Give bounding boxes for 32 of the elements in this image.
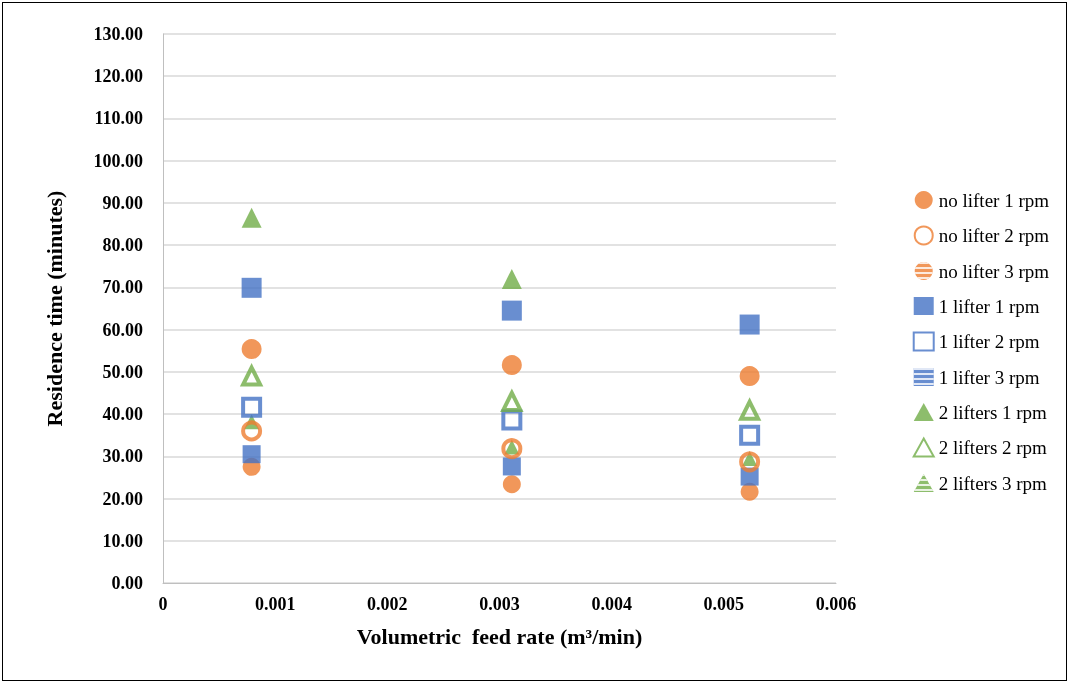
y-tick-label: 90.00 <box>102 192 143 213</box>
x-tick-label: 0.002 <box>367 594 408 614</box>
y-tick-label: 70.00 <box>102 277 143 298</box>
y-tick-label: 50.00 <box>102 361 143 382</box>
x-tick-label: 0.001 <box>254 594 296 614</box>
x-tick-label: 0 <box>158 594 168 614</box>
y-tick-label: 130.00 <box>93 24 143 44</box>
legend-label: no lifter 1 rpm <box>938 189 1050 211</box>
y-tick-label: 60.00 <box>102 319 143 340</box>
legend-label: 2 lifters 2 rpm <box>938 437 1048 458</box>
legend-label: no lifter 3 rpm <box>938 260 1050 282</box>
legend-label: 2 lifters 1 rpm <box>938 401 1048 423</box>
x-tick-label: 0.005 <box>703 594 745 614</box>
x-tick-label: 0.004 <box>591 594 632 614</box>
y-tick-label: 100.00 <box>93 150 143 171</box>
y-tick-label: 120.00 <box>93 66 143 87</box>
x-axis-title: Volumetric feed rate (m³/min) <box>356 623 643 649</box>
y-tick-label: 110.00 <box>94 108 143 129</box>
x-tick-label: 0.003 <box>479 594 520 614</box>
y-tick-label: 20.00 <box>102 488 143 509</box>
y-tick-label: 10.00 <box>102 530 143 551</box>
y-tick-label: 80.00 <box>102 235 143 256</box>
legend-label: 1 lifter 1 rpm <box>938 295 1040 317</box>
legend-label: 1 lifter 2 rpm <box>938 331 1040 352</box>
y-tick-label: 30.00 <box>102 446 143 467</box>
legend-label: no lifter 2 rpm <box>938 225 1050 246</box>
x-tick-label: 0.006 <box>815 594 857 614</box>
legend-label: 1 lifter 3 rpm <box>938 366 1040 388</box>
legend-label: 2 lifters 3 rpm <box>938 472 1048 494</box>
y-axis-title: Residence time (minutes) <box>41 190 67 427</box>
y-tick-label: 40.00 <box>102 404 143 425</box>
y-tick-label: 0.00 <box>111 573 143 593</box>
